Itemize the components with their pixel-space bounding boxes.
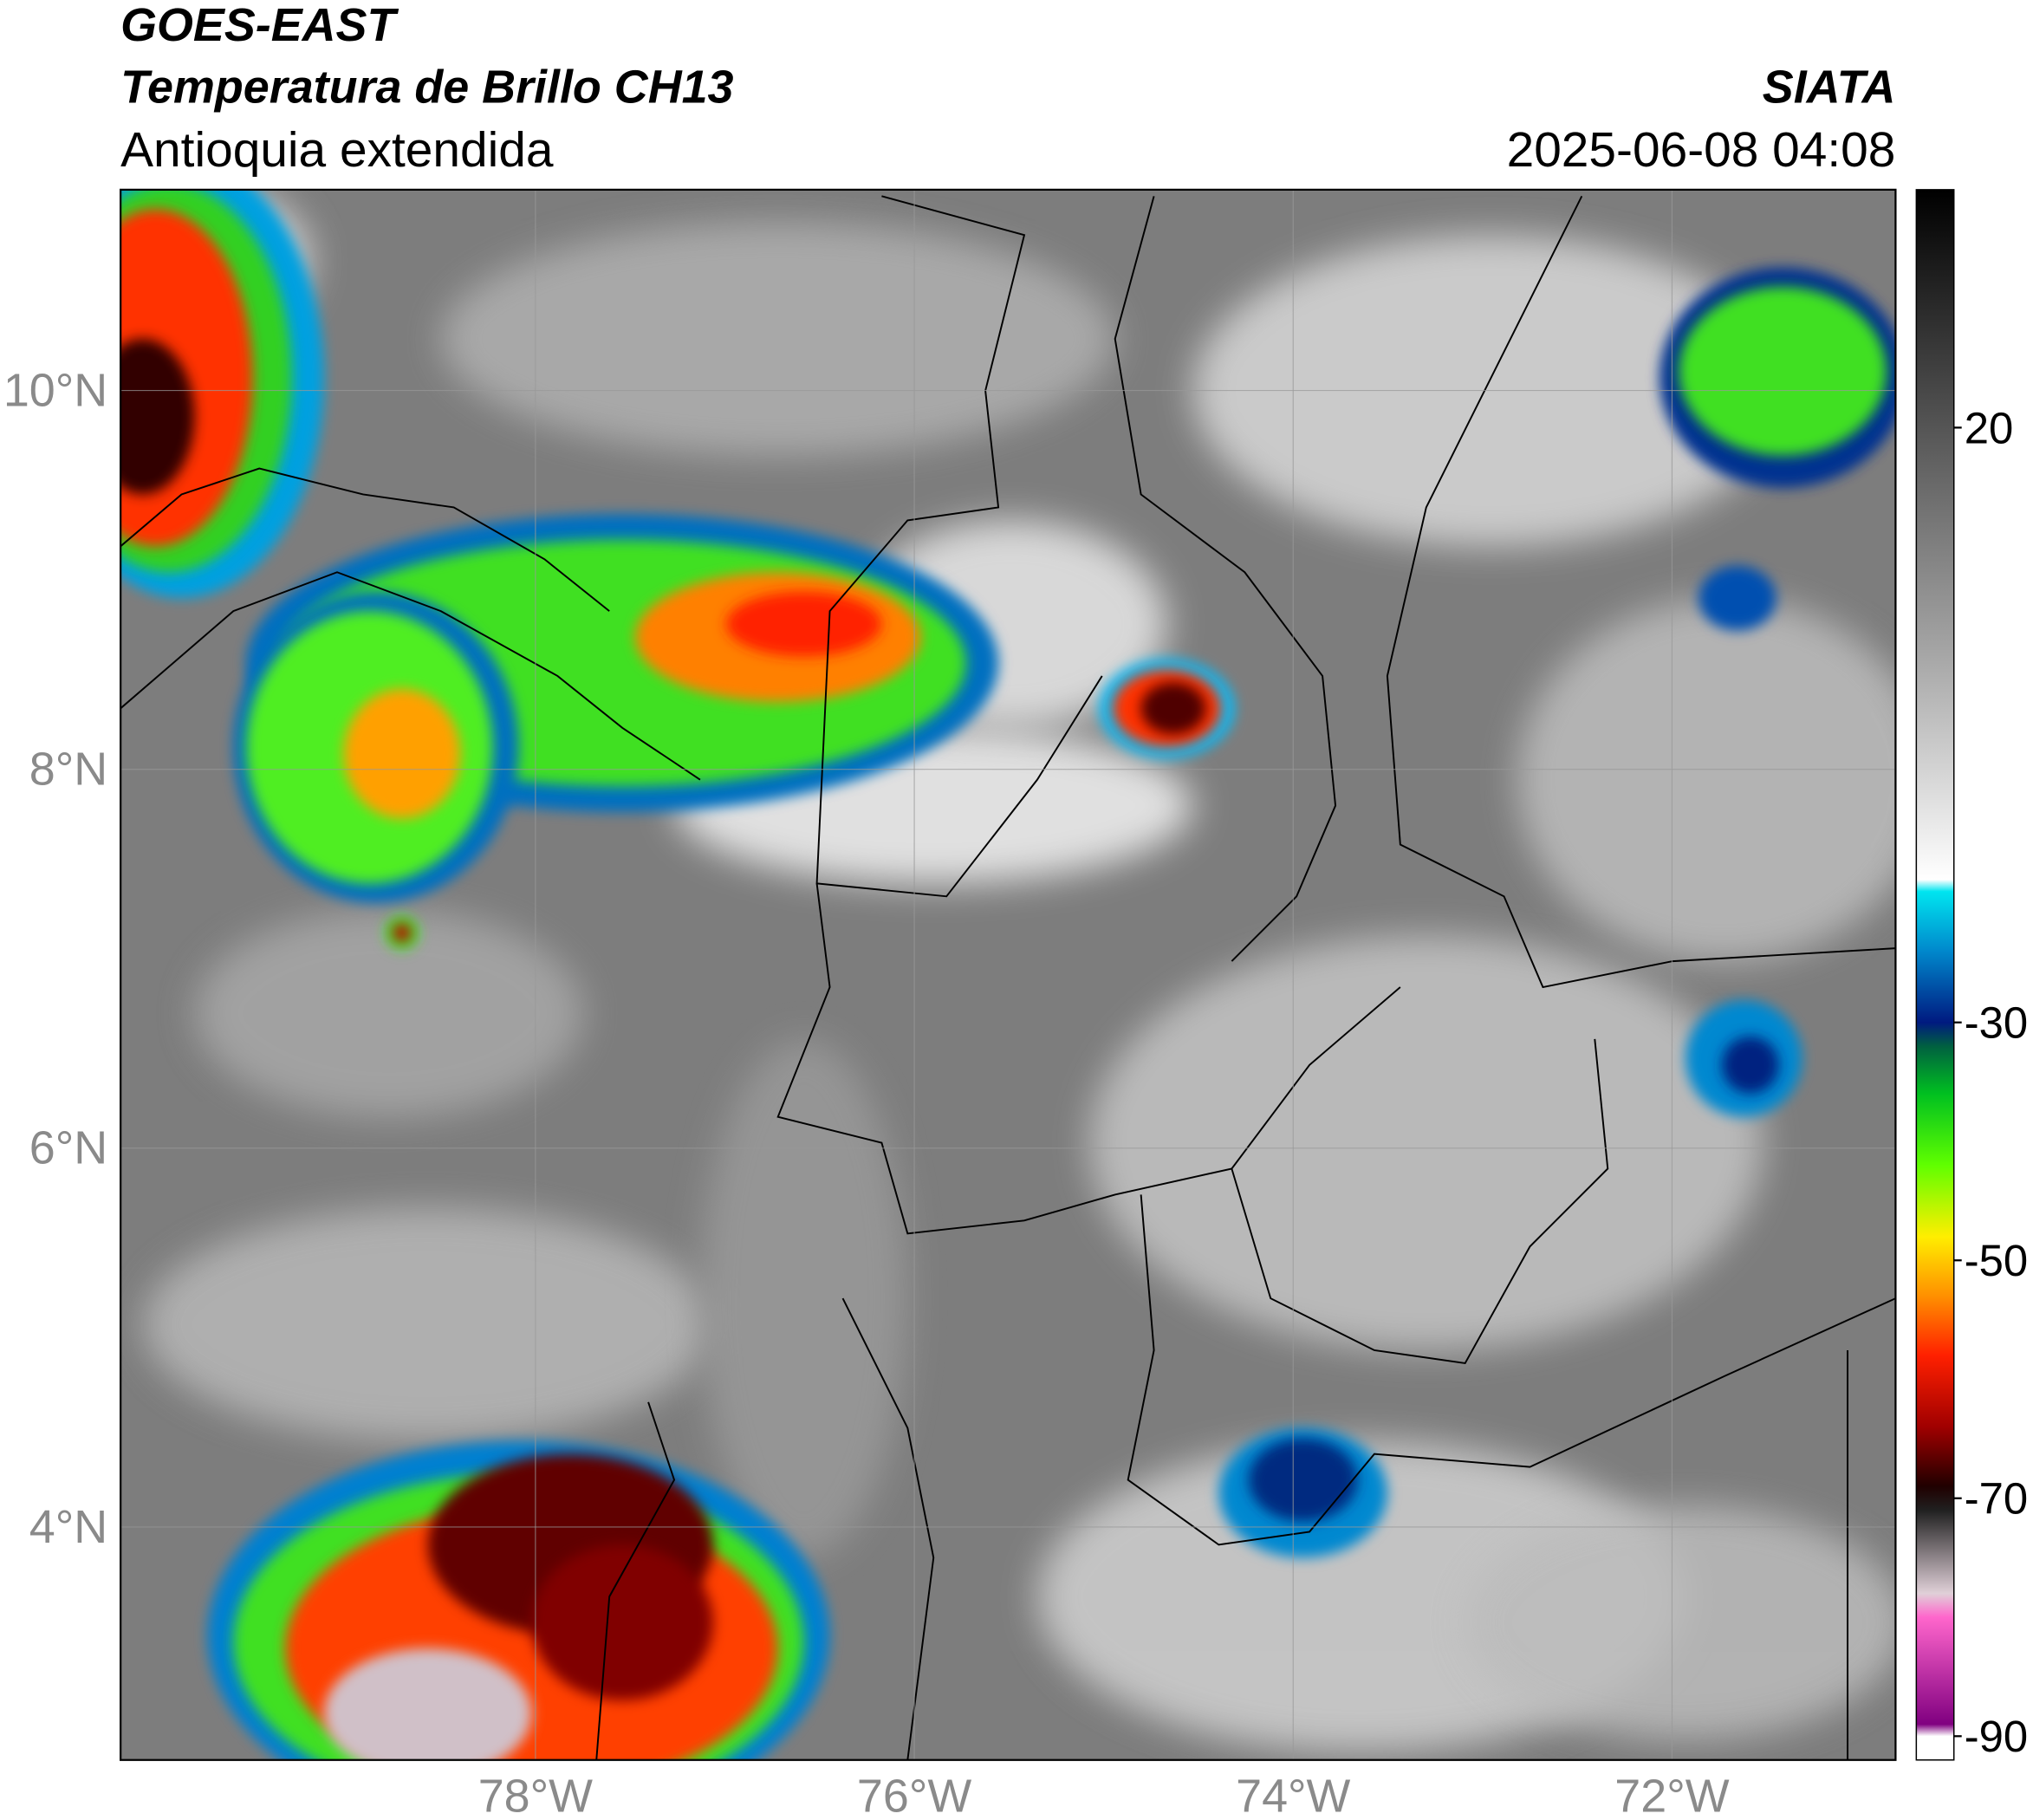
cloud-top bbox=[531, 1544, 713, 1700]
lon-tick-label: 78°W bbox=[478, 1771, 593, 1820]
border bbox=[120, 571, 701, 781]
cloud bbox=[699, 1038, 908, 1558]
cloud bbox=[1088, 935, 1763, 1350]
lat-tick-label: 10°N bbox=[3, 365, 107, 417]
colorbar-tick-label: -30 bbox=[1965, 998, 2029, 1048]
lon-tick-label: 72°W bbox=[1614, 1771, 1729, 1820]
cloud-top bbox=[725, 591, 882, 657]
cloud bbox=[194, 909, 584, 1117]
border bbox=[815, 195, 1103, 898]
cloud-top bbox=[1140, 682, 1206, 735]
colorbar-tick-label: 20 bbox=[1965, 403, 2014, 452]
cloud bbox=[1517, 598, 1896, 962]
border bbox=[841, 1297, 935, 1760]
colorbar bbox=[1915, 189, 1955, 1761]
border bbox=[120, 467, 610, 612]
subtitle: Temperatura de Brillo CH13 bbox=[120, 62, 733, 114]
cloud-top bbox=[1698, 565, 1776, 631]
title: GOES-EAST bbox=[120, 0, 399, 51]
border bbox=[595, 1401, 676, 1760]
lat-tick-label: 6°N bbox=[29, 1122, 107, 1174]
colorbar-tick-label: -90 bbox=[1965, 1712, 2029, 1761]
cloud bbox=[1465, 1505, 1896, 1739]
lon-tick-label: 76°W bbox=[857, 1771, 971, 1820]
lat-tick-label: 4°N bbox=[29, 1501, 107, 1553]
cloud-top bbox=[324, 1648, 532, 1760]
border bbox=[1231, 1038, 1609, 1364]
cloud-top bbox=[1721, 1036, 1779, 1094]
cloud bbox=[142, 1207, 713, 1441]
cloud-top bbox=[120, 338, 195, 495]
cloud bbox=[440, 222, 1115, 456]
region: Antioquia extendida bbox=[120, 123, 554, 178]
border bbox=[776, 883, 1401, 1235]
cloud-top bbox=[1248, 1438, 1358, 1522]
colorbar-tick-label: -70 bbox=[1965, 1474, 2029, 1524]
satellite-image bbox=[120, 189, 1896, 1760]
cloud-top bbox=[343, 688, 461, 819]
map-frame bbox=[120, 188, 1897, 1761]
border bbox=[1386, 195, 1896, 989]
colorbar-tick-label: -50 bbox=[1965, 1236, 2029, 1285]
cloud-top bbox=[1679, 287, 1887, 456]
source: SIATA bbox=[1763, 62, 1896, 114]
cloud-top bbox=[393, 923, 412, 942]
border bbox=[1114, 196, 1337, 962]
border bbox=[1127, 1194, 1896, 1546]
datetime: 2025-06-08 04:08 bbox=[1507, 123, 1896, 178]
lat-tick-label: 8°N bbox=[29, 744, 107, 796]
lon-tick-label: 74°W bbox=[1236, 1771, 1350, 1820]
